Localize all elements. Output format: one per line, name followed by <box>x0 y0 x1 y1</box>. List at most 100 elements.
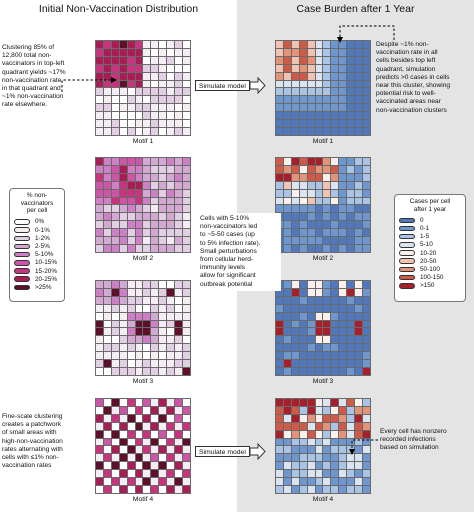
legend-left-item: 0% <box>14 218 60 226</box>
grid-cell <box>175 360 183 368</box>
motif-2-label-right: Motif 2 <box>312 255 334 262</box>
grid-cell <box>159 56 167 64</box>
grid-cell <box>135 368 143 375</box>
grid-cell <box>135 189 143 197</box>
grid-cell <box>96 288 103 296</box>
grid-cell <box>355 80 363 88</box>
grid-cell <box>183 438 190 446</box>
grid-cell <box>331 158 339 165</box>
grid-cell <box>135 312 143 320</box>
grid-cell <box>143 165 151 173</box>
grid-cell <box>355 189 363 197</box>
grid-cell <box>363 478 370 486</box>
grid-cell <box>111 72 119 80</box>
grid-cell <box>339 352 347 360</box>
grid-cell <box>276 158 283 165</box>
grid-cell <box>276 104 283 112</box>
grid-cell <box>307 221 315 229</box>
grid-cell <box>331 470 339 478</box>
grid-cell <box>175 312 183 320</box>
grid-cell <box>276 462 283 470</box>
grid-cell <box>159 48 167 56</box>
grid-cell <box>111 128 119 135</box>
grid-cell <box>183 213 190 221</box>
grid-cell <box>323 352 331 360</box>
grid-cell <box>135 288 143 296</box>
grid-cell <box>167 414 175 422</box>
color-swatch <box>14 260 30 266</box>
grid-cell <box>363 237 370 245</box>
grid-cell <box>339 430 347 438</box>
grid-cell <box>183 205 190 213</box>
grid-cell <box>143 281 151 288</box>
grid-cell <box>291 360 299 368</box>
grid-cell <box>363 486 370 493</box>
grid-cell <box>323 406 331 414</box>
grid-cell <box>159 173 167 181</box>
grid-cell <box>103 237 111 245</box>
grid-cell <box>183 173 190 181</box>
grid-cell <box>299 414 307 422</box>
legend-non-vaccinators: % non- vaccinators per cell 0% 0-1% 1-2% 2-… <box>9 188 65 302</box>
grid-cell <box>276 288 283 296</box>
grid-cell <box>167 430 175 438</box>
grid-cell <box>127 344 135 352</box>
grid-cell <box>127 430 135 438</box>
grid-cell <box>363 80 370 88</box>
grid-cell <box>103 189 111 197</box>
grid-cell <box>127 368 135 375</box>
grid-cell <box>127 406 135 414</box>
grid-cell <box>143 120 151 128</box>
grid-cell <box>96 173 103 181</box>
grid-cell <box>96 304 103 312</box>
grid-cell <box>111 470 119 478</box>
grid-cell <box>143 56 151 64</box>
grid-cell <box>299 165 307 173</box>
grid-cell <box>291 213 299 221</box>
grid-cell <box>299 328 307 336</box>
grid-cell <box>183 112 190 120</box>
grid-cell <box>299 56 307 64</box>
grid-cell <box>307 245 315 252</box>
grid-cell <box>355 462 363 470</box>
grid-cell <box>96 48 103 56</box>
grid-cell <box>167 320 175 328</box>
grid-cell <box>299 229 307 237</box>
grid-cell <box>291 478 299 486</box>
grid-cell <box>143 352 151 360</box>
grid-cell <box>331 181 339 189</box>
grid-cell <box>143 48 151 56</box>
grid-cell <box>315 422 323 430</box>
grid-cell <box>143 336 151 344</box>
grid-cell <box>103 304 111 312</box>
grid-cell <box>103 462 111 470</box>
grid-cell <box>103 221 111 229</box>
grid-cell <box>127 229 135 237</box>
note-motif-4-patchwork: Fine-scale clustering creates a patchwor… <box>2 413 63 470</box>
grid-cell <box>119 454 127 462</box>
grid-cell <box>339 368 347 375</box>
grid-cell <box>339 344 347 352</box>
grid-cell <box>307 352 315 360</box>
grid-cell <box>307 64 315 72</box>
grid-cell <box>135 165 143 173</box>
grid-cell <box>291 229 299 237</box>
grid-cell <box>291 304 299 312</box>
grid-cell <box>151 352 159 360</box>
grid-cell <box>283 245 291 252</box>
legend-right-item: 5-10 <box>399 241 461 249</box>
grid-cell <box>363 320 370 328</box>
grid-cell <box>127 446 135 454</box>
grid-cell <box>347 88 355 96</box>
grid-cell <box>143 414 151 422</box>
grid-cell <box>135 320 143 328</box>
grid-cell <box>119 158 127 165</box>
grid-cell <box>307 173 315 181</box>
grid-cell <box>96 189 103 197</box>
grid-cell <box>323 229 331 237</box>
grid-cell <box>323 165 331 173</box>
grid-cell <box>127 80 135 88</box>
grid-cell <box>183 221 190 229</box>
grid-cell <box>363 406 370 414</box>
